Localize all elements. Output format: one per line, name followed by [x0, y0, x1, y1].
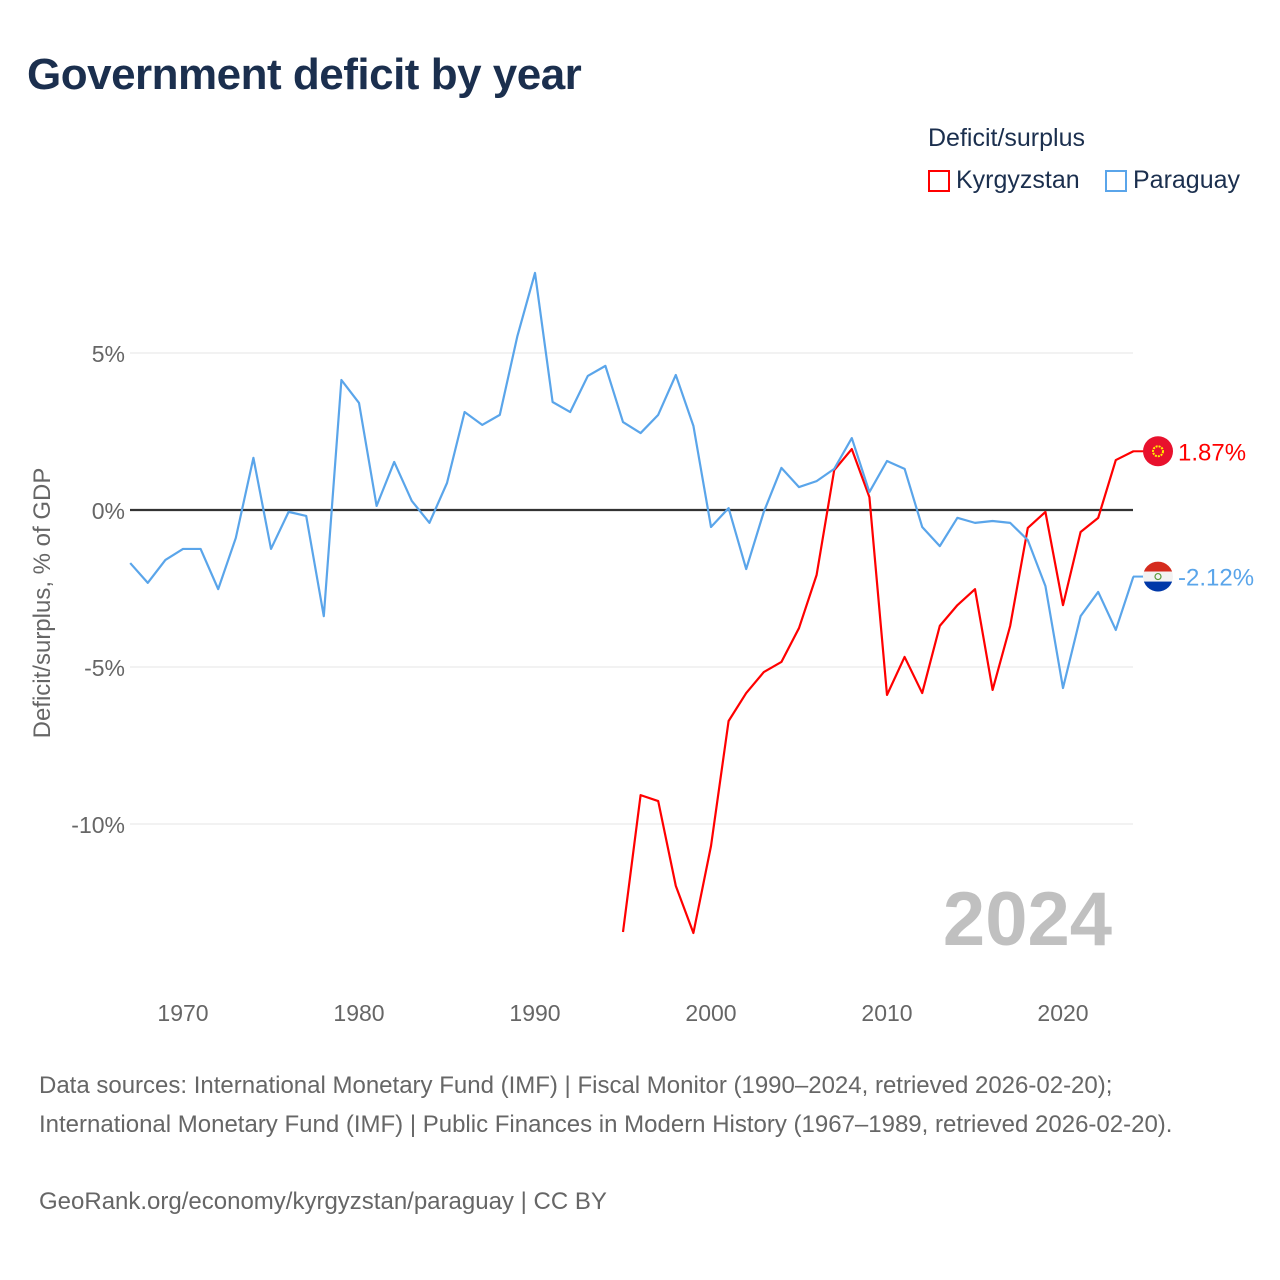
y-tick-label: 5%	[92, 341, 125, 367]
source-link[interactable]: GeoRank.org/economy/kyrgyzstan/paraguay …	[39, 1188, 607, 1215]
end-value-label: 1.87%	[1178, 439, 1246, 466]
x-tick-label: 1980	[333, 1000, 384, 1026]
end-value-label: -2.12%	[1178, 565, 1254, 592]
x-tick-label: 1970	[157, 1000, 208, 1026]
y-tick-label: -10%	[71, 812, 125, 838]
x-tick-label: 1990	[509, 1000, 560, 1026]
legend-item-paraguay[interactable]: Paraguay	[1105, 166, 1240, 195]
y-tick-label: -5%	[84, 655, 125, 681]
flag-bg	[1143, 436, 1173, 467]
flag-red	[1143, 561, 1173, 572]
flag-sun	[1152, 445, 1164, 458]
line-chart: 5% 0% -5% -10% 1970 1980 1990 2000 2010 2020 Defi…	[29, 271, 1254, 1026]
series-line-paraguay	[129, 271, 1135, 690]
x-tick-label: 2010	[861, 1000, 912, 1026]
flag-white	[1143, 571, 1173, 582]
legend-label: Paraguay	[1133, 166, 1241, 194]
y-axis-label: Deficit/surplus, % of GDP	[29, 468, 56, 739]
series-line-kyrgyzstan	[621, 447, 1134, 935]
x-tick-label: 2000	[685, 1000, 736, 1026]
chart-title: Government deficit by year	[27, 50, 582, 99]
x-tick-label: 2020	[1037, 1000, 1088, 1026]
paraguay-flag-icon	[1143, 561, 1173, 592]
legend-item-kyrgyzstan[interactable]: Kyrgyzstan	[928, 166, 1080, 195]
y-tick-label: 0%	[92, 498, 125, 524]
legend-title: Deficit/surplus	[928, 124, 1085, 152]
flag-blue	[1143, 581, 1173, 592]
flag-emblem	[1154, 572, 1162, 581]
data-sources: Data sources: International Monetary Fun…	[39, 1072, 1173, 1138]
legend-swatch-kyrgyzstan	[928, 169, 950, 192]
legend-swatch-paraguay	[1105, 169, 1127, 192]
year-watermark: 2024	[943, 877, 1112, 962]
kyrgyzstan-flag-icon	[1143, 436, 1173, 467]
legend-label: Kyrgyzstan	[956, 166, 1080, 194]
